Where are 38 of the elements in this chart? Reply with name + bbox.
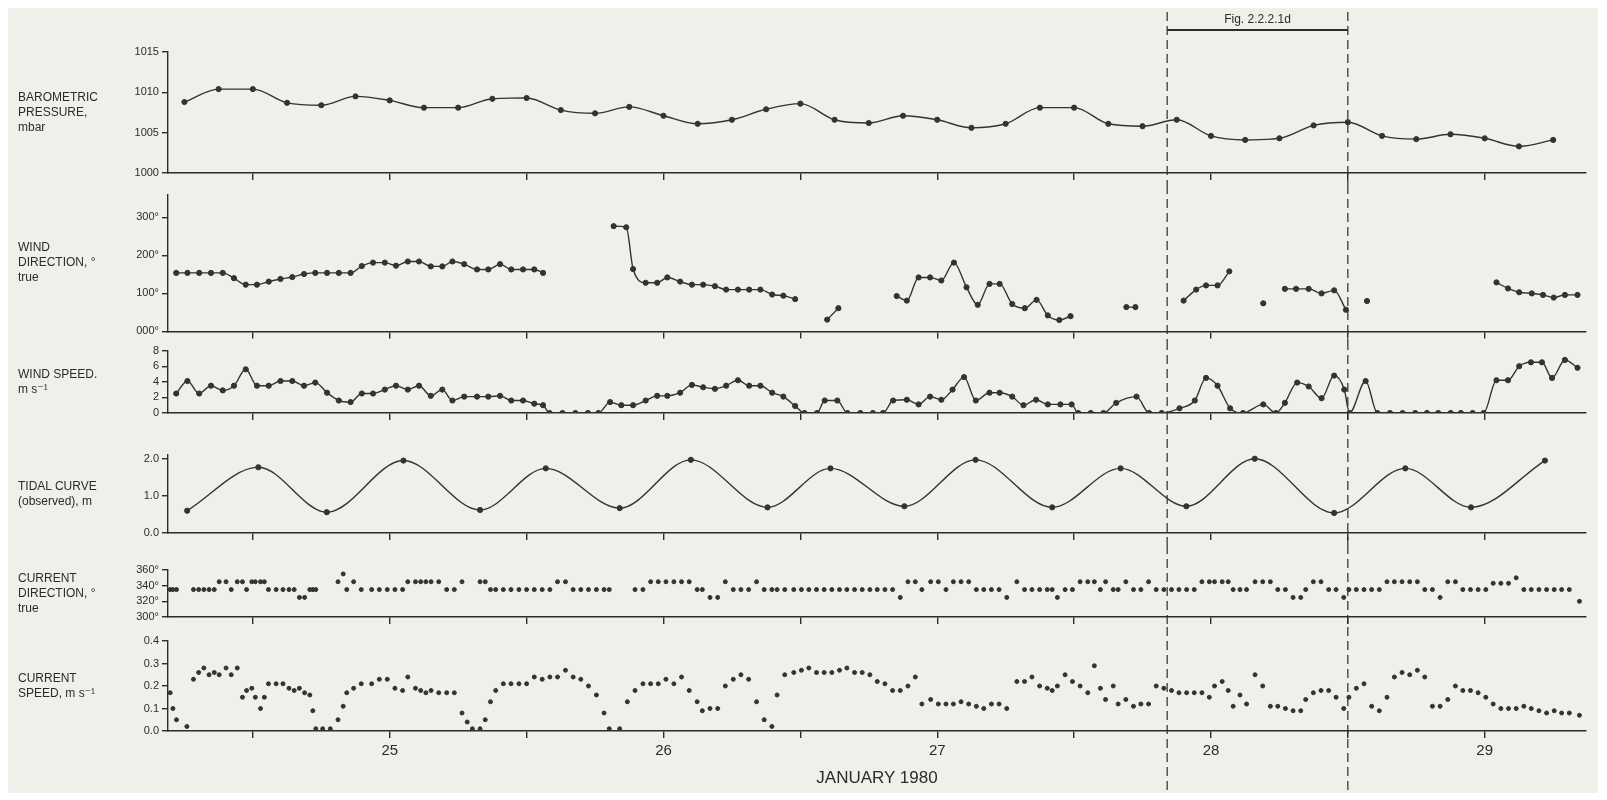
x-tick-label: 28	[1202, 741, 1220, 759]
y-tick-label: 320°	[136, 594, 159, 607]
y-tick-label: 0.4	[143, 634, 159, 647]
y-tick-label: 1.0	[143, 488, 159, 501]
y-tick-label: 0.3	[143, 656, 159, 669]
x-tick-label: 27	[928, 741, 946, 759]
y-tick-label: 6	[152, 359, 159, 372]
y-tick-label: 300°	[136, 610, 159, 623]
x-tick-label: 25	[381, 741, 399, 759]
y-axis-title: WIND DIRECTION, ° true	[18, 240, 96, 285]
y-axis-title: CURRENT DIRECTION, ° true	[18, 570, 96, 615]
y-tick-label: 1015	[134, 45, 159, 58]
x-tick-label: 29	[1476, 741, 1494, 759]
y-tick-label: 300°	[136, 210, 159, 223]
y-tick-label: 0.0	[143, 526, 159, 539]
y-tick-label: 0.1	[143, 701, 159, 714]
y-tick-label: 000°	[136, 324, 159, 337]
x-tick-label: 26	[655, 741, 672, 759]
y-tick-label: 0	[152, 406, 159, 419]
x-axis-title: JANUARY 1980	[816, 768, 938, 788]
y-tick-label: 0.0	[143, 724, 159, 737]
y-tick-label: 100°	[136, 286, 159, 299]
y-tick-label: 1010	[134, 85, 159, 98]
caption: Fig. 2.2.2.1d	[1224, 12, 1291, 27]
y-axis-title: BAROMETRIC PRESSURE, mbar	[18, 89, 99, 134]
y-axis-title: CURRENT SPEED, m s⁻¹	[18, 670, 96, 700]
y-tick-label: 360°	[136, 563, 159, 576]
y-tick-label: 1000	[134, 166, 159, 179]
y-axis-title: TIDAL CURVE (observed), m	[18, 478, 97, 508]
y-tick-label: 2.0	[143, 451, 159, 464]
y-tick-label: 8	[152, 343, 159, 356]
y-tick-label: 2	[152, 390, 159, 403]
y-tick-label: 200°	[136, 248, 159, 261]
y-tick-label: 0.2	[143, 679, 159, 692]
y-axis-title: WIND SPEED. m s⁻¹	[18, 366, 98, 396]
y-tick-label: 1005	[134, 125, 159, 138]
y-tick-label: 4	[152, 374, 159, 387]
y-tick-label: 340°	[136, 578, 159, 591]
